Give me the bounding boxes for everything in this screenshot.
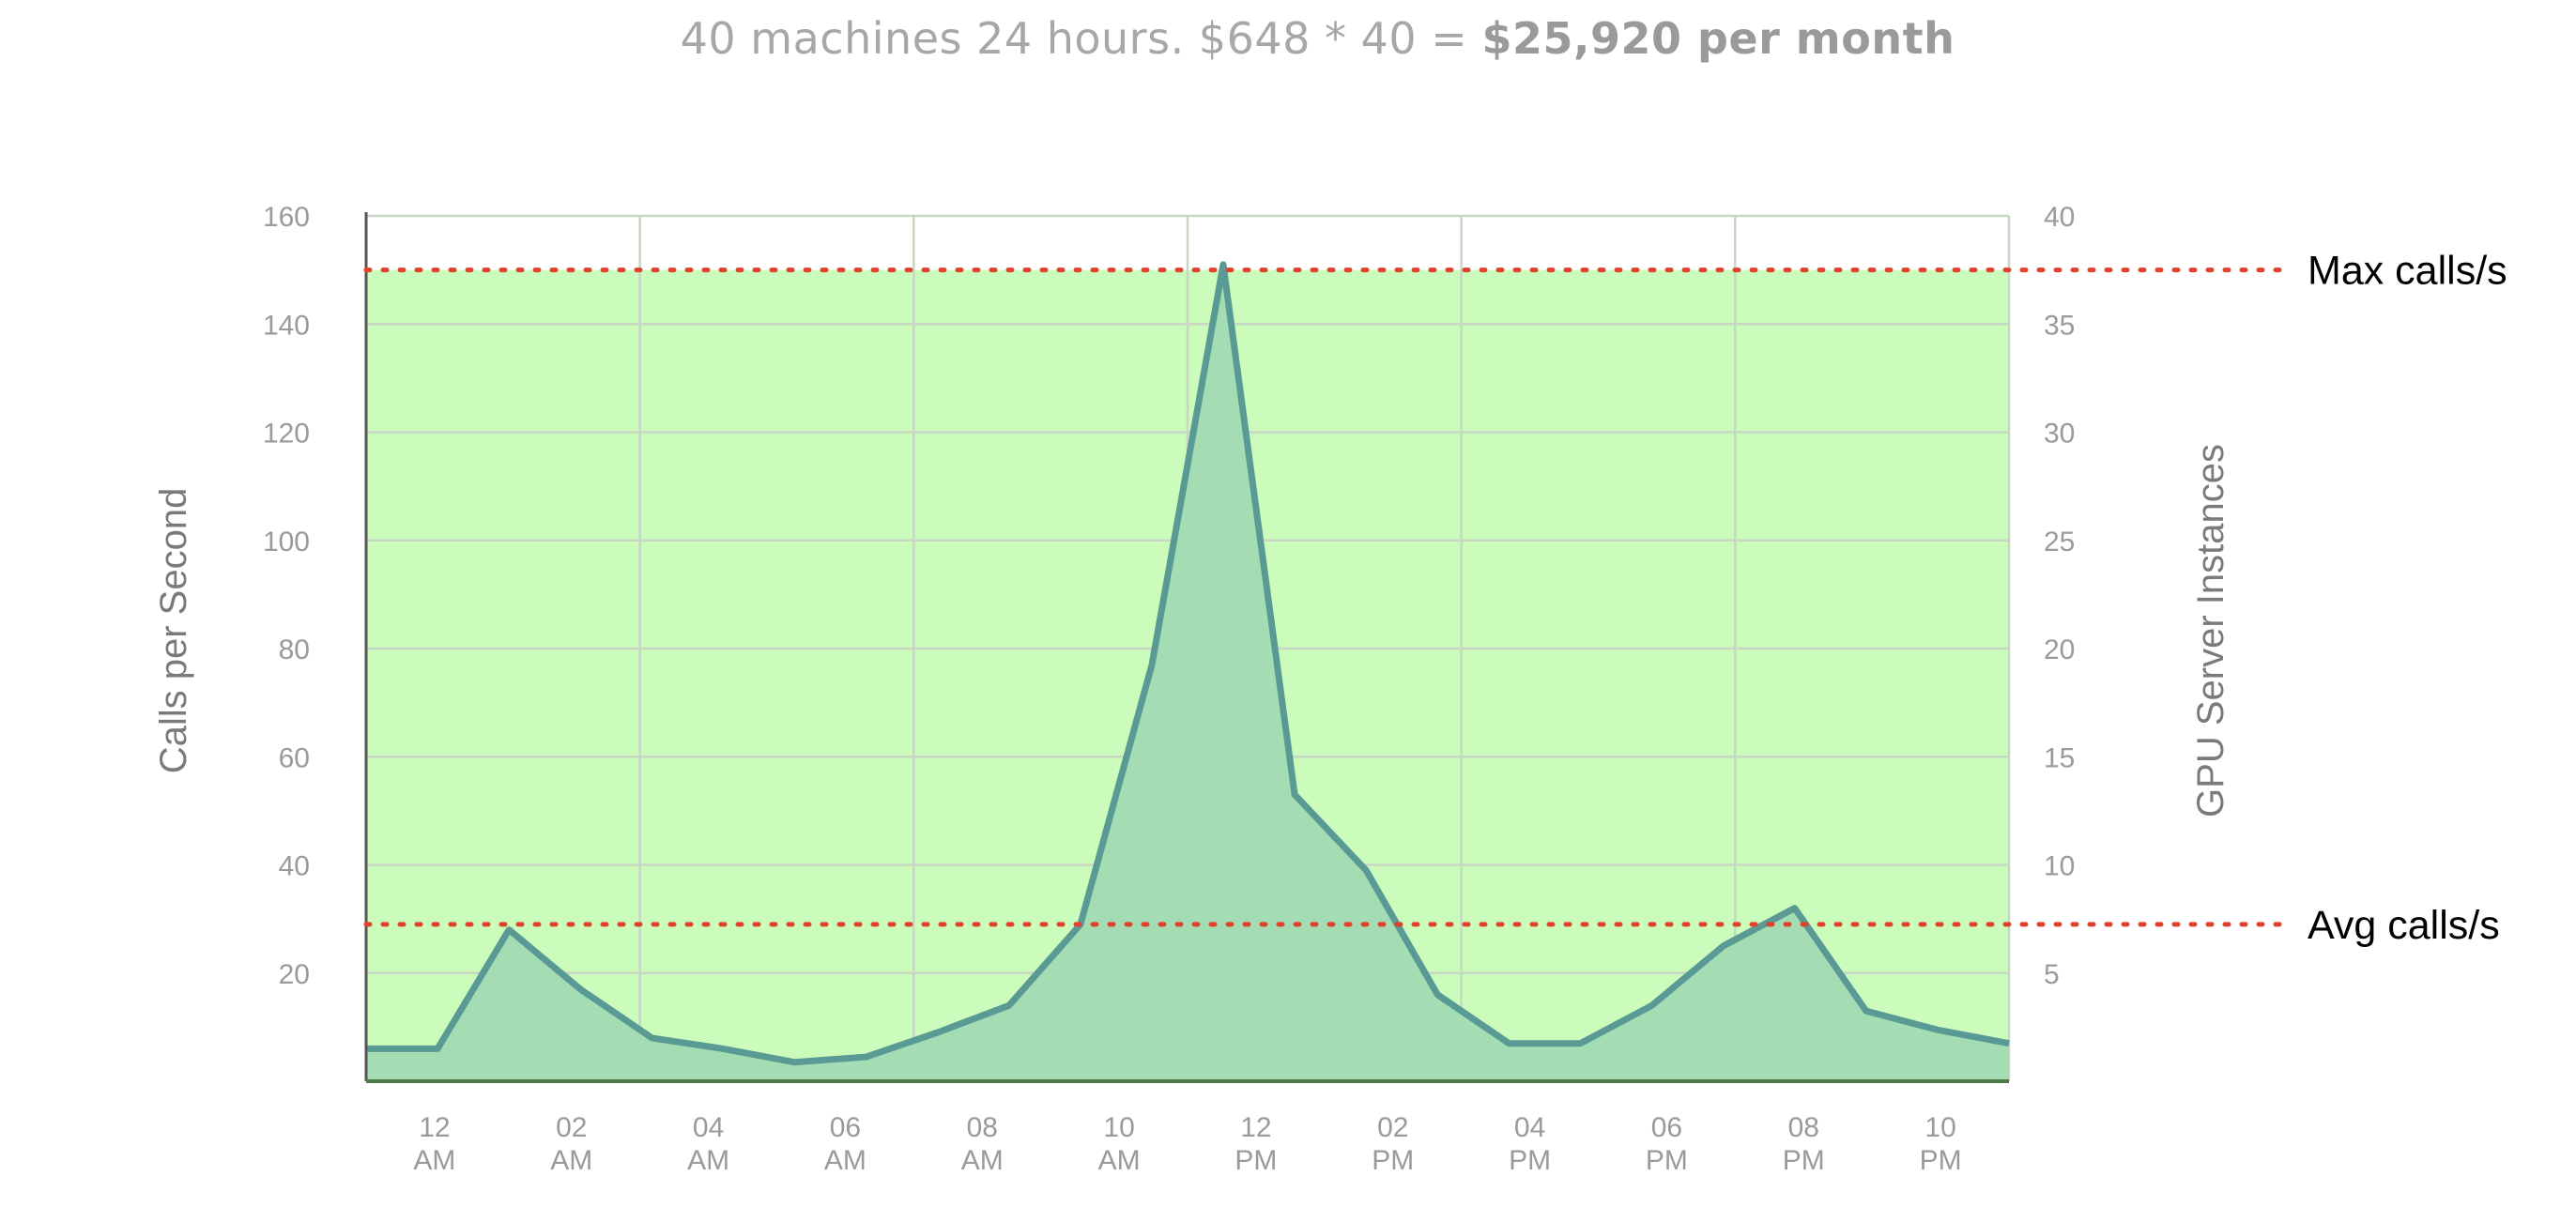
y2-tick-label: 30	[2044, 419, 2075, 450]
y2-tick-label: 5	[2044, 959, 2060, 990]
chart-title: 40 machines 24 hours. $648 * 40 = $25,92…	[0, 13, 2576, 64]
y2-tick-label: 15	[2044, 742, 2075, 773]
x-tick-label: 08	[967, 1112, 998, 1143]
x-tick-sublabel: AM	[824, 1145, 866, 1176]
x-tick-label: 04	[693, 1112, 724, 1143]
x-tick-sublabel: PM	[1783, 1145, 1825, 1176]
x-tick-sublabel: PM	[1234, 1145, 1277, 1176]
y2-axis-title: GPU Server Instances	[2190, 444, 2231, 817]
x-tick-label: 10	[1103, 1112, 1134, 1143]
y-tick-label: 140	[263, 310, 310, 341]
x-tick-sublabel: AM	[413, 1145, 455, 1176]
y-tick-label: 80	[279, 634, 310, 665]
y-ticks: 160 140 120 100 80 60 40 20	[263, 202, 310, 990]
y-axis-title: Calls per Second	[153, 488, 194, 774]
title-cost: $25,920 per month	[1481, 13, 1955, 64]
reference-lines: Max calls/s Avg calls/s	[363, 249, 2507, 948]
y2-tick-label: 25	[2044, 527, 2075, 558]
y2-tick-label: 40	[2044, 202, 2075, 233]
x-tick-sublabel: PM	[1646, 1145, 1688, 1176]
x-tick-label: 12	[419, 1112, 450, 1143]
x-tick-sublabel: PM	[1920, 1145, 1962, 1176]
y-tick-label: 20	[279, 959, 310, 990]
x-tick-sublabel: PM	[1509, 1145, 1551, 1176]
title-prefix: 40 machines 24 hours. $648 * 40 =	[680, 13, 1482, 64]
x-tick-label: 12	[1240, 1112, 1271, 1143]
reference-label: Avg calls/s	[2308, 903, 2500, 948]
y-tick-label: 40	[279, 851, 310, 882]
x-tick-label: 10	[1924, 1112, 1955, 1143]
x-tick-label: 06	[1651, 1112, 1682, 1143]
y2-tick-label: 10	[2044, 851, 2075, 882]
x-tick-sublabel: AM	[687, 1145, 729, 1176]
x-tick-label: 06	[830, 1112, 861, 1143]
y2-tick-label: 20	[2044, 634, 2075, 665]
x-tick-sublabel: AM	[961, 1145, 1004, 1176]
y-tick-label: 120	[263, 419, 310, 450]
x-tick-label: 02	[1377, 1112, 1408, 1143]
y-tick-label: 100	[263, 527, 310, 558]
y2-tick-label: 35	[2044, 310, 2075, 341]
y-tick-label: 160	[263, 202, 310, 233]
calls-area	[366, 264, 2009, 1081]
reference-label: Max calls/s	[2308, 249, 2507, 294]
x-ticks: 12AM02AM04AM06AM08AM10AM12PM02PM04PM06PM…	[413, 1112, 1961, 1176]
x-tick-label: 08	[1788, 1112, 1819, 1143]
x-tick-label: 04	[1514, 1112, 1545, 1143]
x-tick-sublabel: AM	[550, 1145, 592, 1176]
x-tick-sublabel: PM	[1372, 1145, 1414, 1176]
x-tick-label: 02	[556, 1112, 587, 1143]
y-tick-label: 60	[279, 742, 310, 773]
y2-ticks: 40 35 30 25 20 15 10 5	[2044, 202, 2075, 990]
calls-line	[366, 261, 2010, 1066]
x-tick-sublabel: AM	[1098, 1145, 1141, 1176]
